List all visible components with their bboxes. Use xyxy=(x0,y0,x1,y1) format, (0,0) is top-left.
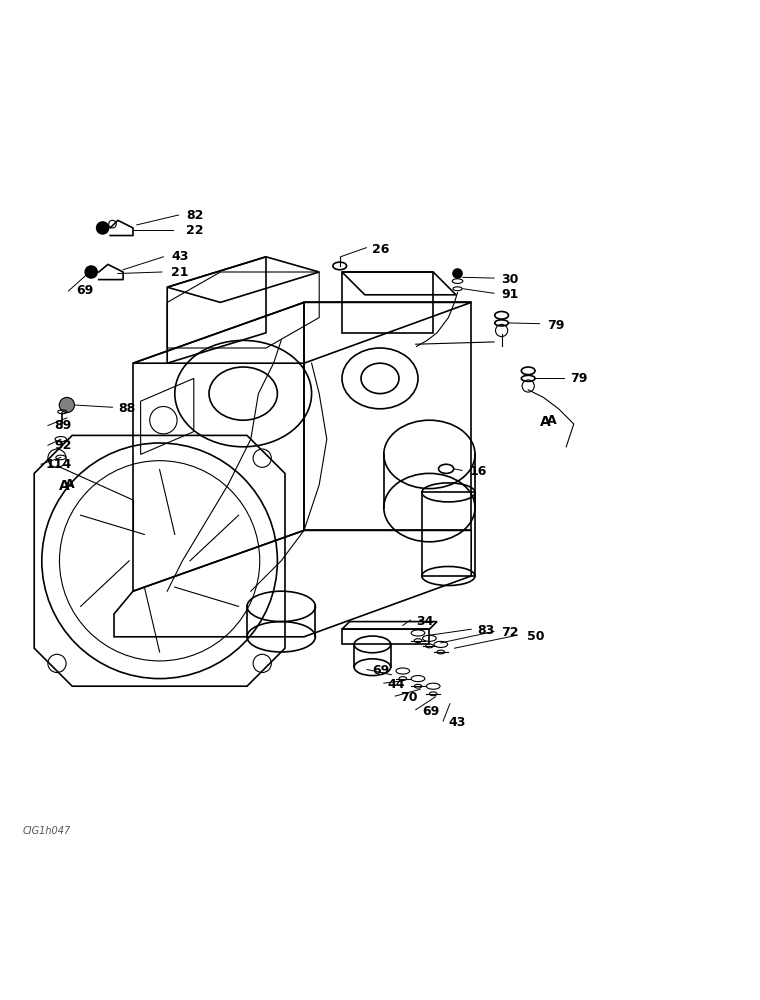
Text: 91: 91 xyxy=(502,288,519,301)
Text: 16: 16 xyxy=(470,465,487,478)
Text: 92: 92 xyxy=(55,439,72,452)
Text: 22: 22 xyxy=(186,224,204,237)
Text: 21: 21 xyxy=(171,265,188,278)
Text: 69: 69 xyxy=(422,705,439,718)
Text: 82: 82 xyxy=(186,209,204,222)
Circle shape xyxy=(59,397,74,413)
Text: 69: 69 xyxy=(372,664,390,678)
Text: A: A xyxy=(540,415,551,429)
Text: 30: 30 xyxy=(502,273,519,286)
Text: A: A xyxy=(65,478,74,491)
Text: 26: 26 xyxy=(372,243,390,256)
Text: 72: 72 xyxy=(502,626,519,640)
Text: 89: 89 xyxy=(55,419,72,432)
Text: 83: 83 xyxy=(477,624,495,637)
Text: A: A xyxy=(59,479,70,493)
Text: 43: 43 xyxy=(448,716,466,729)
Text: 50: 50 xyxy=(527,630,544,643)
Text: 43: 43 xyxy=(171,250,188,263)
Text: 44: 44 xyxy=(388,678,405,691)
Circle shape xyxy=(97,222,109,234)
Text: 70: 70 xyxy=(401,691,418,704)
Text: A: A xyxy=(547,414,557,427)
Text: 114: 114 xyxy=(46,458,72,471)
Text: 79: 79 xyxy=(570,372,587,385)
Circle shape xyxy=(452,268,463,279)
Text: CIG1h047: CIG1h047 xyxy=(23,826,71,836)
Text: 34: 34 xyxy=(416,615,434,628)
Text: 79: 79 xyxy=(547,319,565,332)
Text: 88: 88 xyxy=(118,402,135,415)
Circle shape xyxy=(85,266,97,278)
Text: 69: 69 xyxy=(76,284,93,298)
